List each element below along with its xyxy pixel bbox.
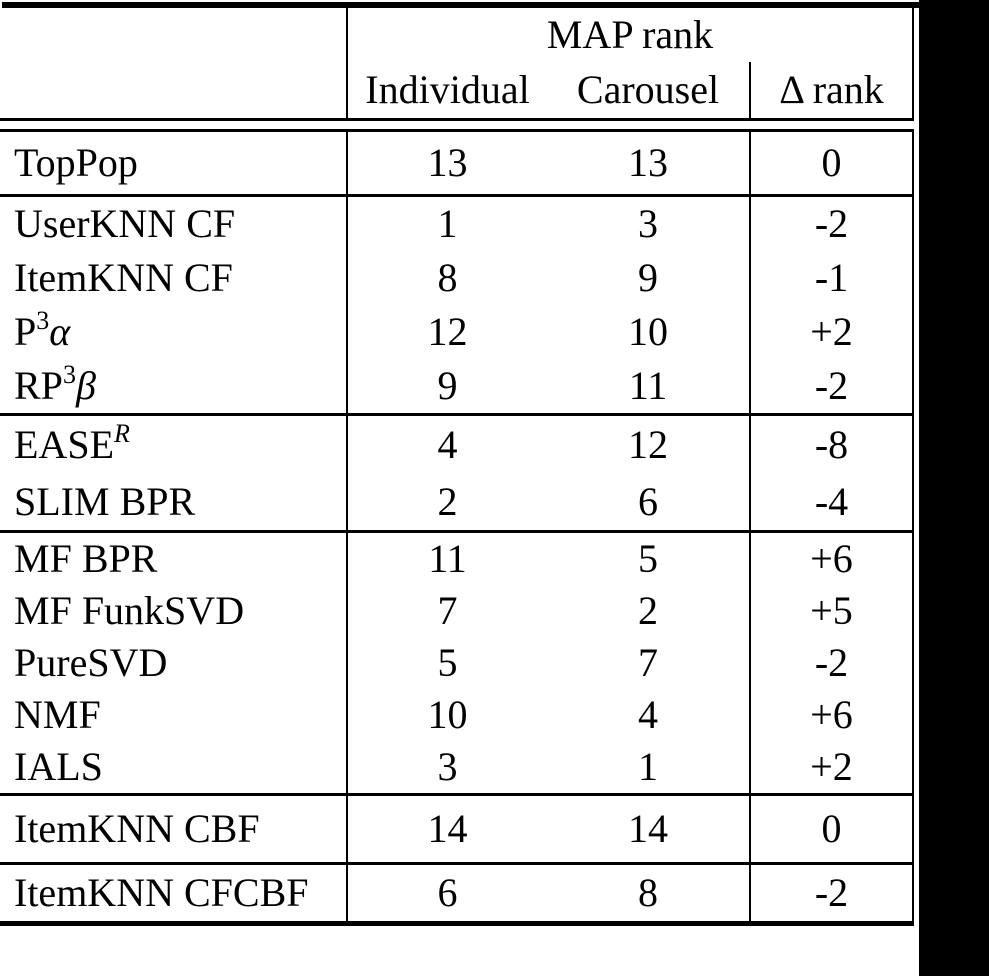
header-empty-cell	[0, 8, 347, 62]
algorithm-name: ItemKNN CFCBF	[0, 862, 347, 926]
map-rank-carousel-value: 2	[638, 588, 658, 633]
algorithm-name: PureSVD	[14, 640, 168, 685]
map-rank-carousel-value: 12	[547, 413, 750, 473]
map-rank-individual-value: 2	[346, 473, 547, 532]
map-rank-individual-value: 6	[346, 862, 547, 926]
algorithm-name: ItemKNN CF	[14, 255, 233, 300]
algorithm-name: MF BPR	[0, 530, 347, 585]
delta-rank-value: 0	[748, 793, 915, 864]
map-rank-individual-value: 13	[346, 130, 547, 196]
table-row: ItemKNN CBF 14 14 0	[0, 793, 915, 864]
table-row: RP3β 9 11 -2	[0, 359, 915, 415]
table-row: MF FunkSVD 7 2 +5	[0, 585, 915, 637]
delta-rank-value: -8	[748, 413, 915, 473]
header-empty-cell	[0, 62, 347, 120]
map-rank-individual-value: 8	[346, 251, 547, 305]
map-rank-individual-value: 5	[346, 637, 547, 689]
map-rank-individual-value: 12	[346, 305, 547, 359]
algorithm-name: RP3β	[14, 360, 96, 408]
map-rank-individual-value: 7	[346, 585, 547, 637]
table-top-rule	[2, 2, 989, 8]
algorithm-name: MF FunkSVD	[14, 588, 245, 633]
table-row: NMF 10 4 +6	[0, 689, 915, 741]
algorithm-name: TopPop	[14, 140, 138, 185]
map-rank-carousel-value: 10	[628, 309, 668, 354]
map-rank-carousel-value: 3	[547, 194, 750, 251]
algorithm-name: SLIM BPR	[14, 478, 196, 524]
delta-rank-value: +2	[748, 741, 915, 795]
table-row: MF BPR 11 5 +6	[0, 530, 915, 585]
table-row: ItemKNN CF 8 9 -1	[0, 251, 915, 305]
table-row: IALS 3 1 +2	[0, 741, 915, 795]
algorithm-name: P3α	[14, 306, 71, 354]
table-row: ItemKNN CFCBF 6 8 -2	[0, 862, 915, 926]
table-row: TopPop 13 13 0	[0, 130, 915, 196]
map-rank-individual-value: 1	[346, 194, 547, 251]
map-rank-carousel-value: 9	[638, 255, 658, 300]
header-group-map-rank: MAP rank	[345, 8, 915, 62]
header-col-delta-rank: Δ rank	[748, 62, 915, 120]
delta-rank-value: -2	[748, 359, 915, 415]
map-rank-carousel-value: 7	[638, 640, 658, 685]
delta-rank-value: +2	[748, 305, 915, 359]
header-col-carousel: Carousel	[576, 67, 720, 112]
algorithm-name: ItemKNN CBF	[0, 793, 347, 864]
delta-rank-value: -1	[748, 251, 915, 305]
table-row: UserKNN CF 1 3 -2	[0, 194, 915, 251]
table-row: PureSVD 5 7 -2	[0, 637, 915, 689]
map-rank-individual-value: 14	[346, 793, 547, 864]
table-row: SLIM BPR 2 6 -4	[0, 473, 915, 532]
double-rule-cell	[0, 118, 914, 132]
table-body: TopPop 13 13 0 UserKNN CF 1 3 -2 ItemKNN CF 8 9 -1 P…	[0, 130, 915, 926]
map-rank-carousel-value: 4	[638, 692, 658, 737]
map-rank-individual-value: 10	[346, 689, 547, 741]
map-rank-individual-value: 9	[346, 359, 547, 415]
table-row: P3α 12 10 +2	[0, 305, 915, 359]
map-rank-individual-value: 3	[346, 741, 547, 795]
map-rank-individual-value: 11	[346, 530, 547, 585]
table-row: EASER 4 12 -8	[0, 413, 915, 473]
header-col-individual: Individual	[346, 62, 547, 120]
map-rank-comparison-table: MAP rank Individual Carousel Δ rank TopP…	[0, 8, 915, 926]
algorithm-name: UserKNN CF	[0, 194, 347, 251]
delta-rank-value: +5	[748, 585, 915, 637]
delta-rank-value: +6	[748, 689, 915, 741]
algorithm-name: NMF	[14, 692, 101, 737]
algorithm-name: EASER	[0, 413, 347, 473]
map-rank-carousel-value: 5	[547, 530, 750, 585]
map-rank-carousel-value: 14	[547, 793, 750, 864]
algorithm-name: IALS	[14, 744, 103, 789]
delta-rank-value: +6	[748, 530, 915, 585]
map-rank-carousel-value: 11	[628, 363, 668, 408]
delta-rank-value: -2	[748, 194, 915, 251]
map-rank-carousel-value: 13	[628, 140, 668, 185]
header-row-columns: Individual Carousel Δ rank	[0, 62, 915, 120]
map-rank-carousel-value: 6	[638, 478, 658, 524]
header-row-group: MAP rank	[0, 8, 915, 62]
delta-rank-value: 0	[748, 130, 915, 196]
map-rank-individual-value: 4	[346, 413, 547, 473]
delta-rank-value: -2	[748, 637, 915, 689]
page-right-black-band	[919, 0, 989, 976]
map-rank-carousel-value: 1	[638, 744, 658, 789]
delta-rank-value: -4	[748, 473, 915, 532]
map-rank-carousel-value: 8	[547, 862, 750, 926]
double-rule	[0, 118, 914, 132]
delta-rank-value: -2	[748, 862, 915, 926]
